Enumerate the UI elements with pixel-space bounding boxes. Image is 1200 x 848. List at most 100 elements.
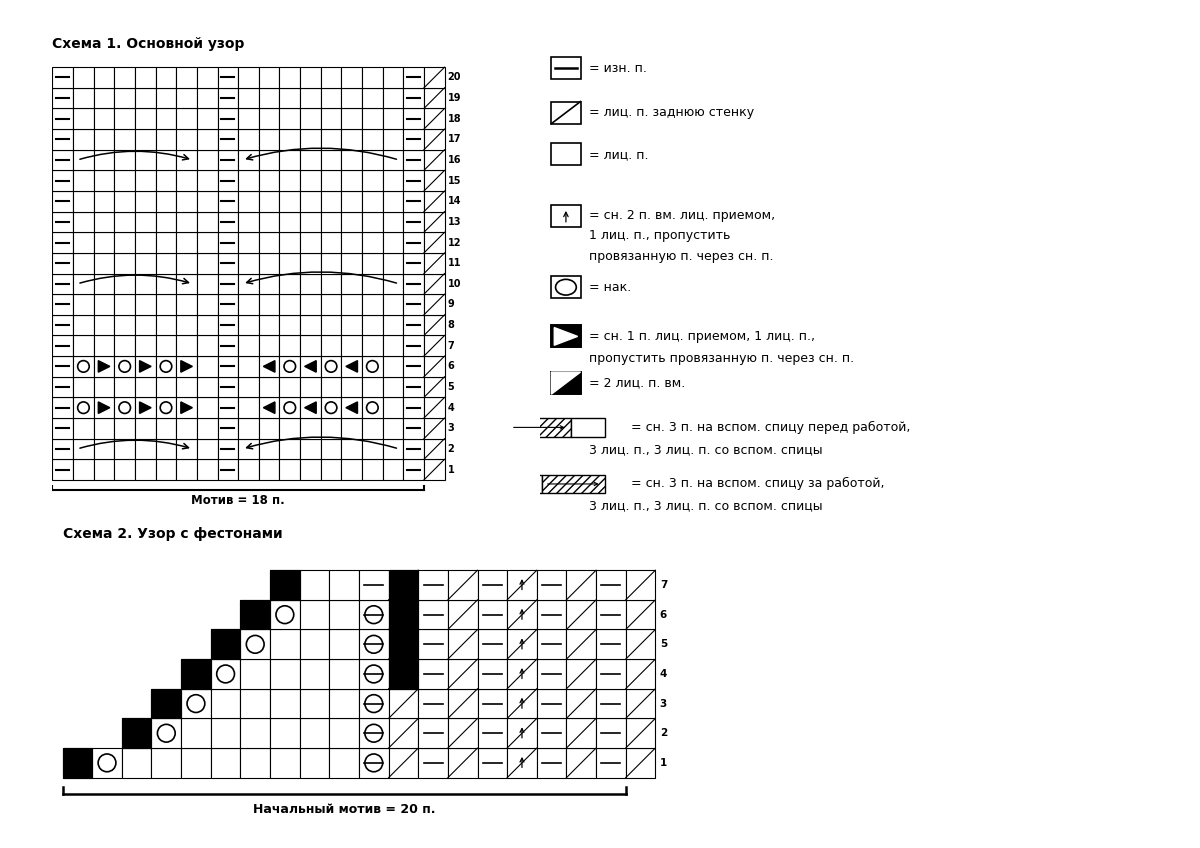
Bar (156, 212, 176, 232)
Bar (383, 129, 403, 150)
Bar (403, 315, 424, 336)
Bar (551, 326, 581, 348)
Text: 4: 4 (448, 403, 455, 413)
Bar (280, 191, 300, 212)
Bar (239, 315, 259, 336)
Bar (383, 109, 403, 129)
Bar (94, 418, 114, 438)
Bar (424, 232, 444, 253)
Bar (156, 88, 176, 109)
Bar (362, 377, 383, 398)
Bar (114, 129, 136, 150)
Text: 1 лиц. п., пропустить: 1 лиц. п., пропустить (589, 229, 730, 242)
Bar (136, 253, 156, 274)
Bar (181, 718, 211, 748)
Bar (181, 689, 211, 718)
Bar (424, 274, 444, 294)
Text: 6: 6 (448, 361, 455, 371)
Bar (389, 570, 419, 600)
Bar (320, 336, 341, 356)
Bar (320, 356, 341, 377)
Bar (329, 659, 359, 689)
Bar (156, 460, 176, 480)
Text: 3 лиц. п., 3 лиц. п. со вспом. спицы: 3 лиц. п., 3 лиц. п. со вспом. спицы (589, 499, 822, 512)
Bar (280, 398, 300, 418)
Bar (73, 274, 94, 294)
Bar (136, 460, 156, 480)
Bar (419, 748, 448, 778)
Bar (217, 294, 239, 315)
Bar (156, 356, 176, 377)
Bar (156, 109, 176, 129)
Bar (94, 274, 114, 294)
Bar (94, 212, 114, 232)
Bar (136, 315, 156, 336)
Bar (403, 336, 424, 356)
Bar (176, 336, 197, 356)
Bar (478, 718, 508, 748)
Text: 11: 11 (448, 259, 461, 268)
Bar (280, 315, 300, 336)
Bar (508, 748, 536, 778)
Bar (73, 418, 94, 438)
Bar (239, 398, 259, 418)
Bar (329, 570, 359, 600)
Text: 20: 20 (448, 72, 461, 82)
Text: 3: 3 (448, 423, 455, 433)
Bar (239, 377, 259, 398)
Bar (329, 748, 359, 778)
Bar (259, 129, 280, 150)
Polygon shape (554, 327, 577, 345)
Bar (197, 191, 217, 212)
Text: 17: 17 (448, 134, 461, 144)
Bar (300, 253, 320, 274)
Bar (389, 600, 419, 629)
Text: 19: 19 (448, 93, 461, 103)
Text: 14: 14 (448, 196, 461, 206)
Bar (259, 460, 280, 480)
Bar (156, 438, 176, 460)
Bar (383, 253, 403, 274)
Bar (320, 129, 341, 150)
Bar (270, 570, 300, 600)
Bar (240, 689, 270, 718)
Bar (73, 109, 94, 129)
Bar (217, 88, 239, 109)
Bar (156, 67, 176, 88)
Bar (362, 170, 383, 191)
Bar (136, 109, 156, 129)
Bar (383, 460, 403, 480)
Bar (239, 191, 259, 212)
Bar (596, 659, 625, 689)
Bar (383, 356, 403, 377)
Bar (211, 629, 240, 659)
Bar (362, 336, 383, 356)
Bar (320, 438, 341, 460)
Bar (566, 718, 596, 748)
Bar (448, 718, 478, 748)
Bar (270, 718, 300, 748)
Bar (114, 398, 136, 418)
Text: провязанную п. через сн. п.: провязанную п. через сн. п. (589, 249, 773, 263)
Text: = 2 лиц. п. вм.: = 2 лиц. п. вм. (589, 377, 685, 389)
Text: 5: 5 (448, 382, 455, 392)
Bar (270, 570, 300, 600)
Bar (239, 67, 259, 88)
Bar (62, 748, 92, 778)
Bar (403, 212, 424, 232)
Bar (53, 67, 73, 88)
Bar (625, 689, 655, 718)
Bar (114, 232, 136, 253)
Bar (94, 398, 114, 418)
Bar (625, 600, 655, 629)
Bar (424, 398, 444, 418)
Bar (280, 88, 300, 109)
Bar (94, 460, 114, 480)
Bar (403, 150, 424, 170)
Bar (424, 418, 444, 438)
Bar (424, 88, 444, 109)
Bar (176, 398, 197, 418)
Bar (217, 253, 239, 274)
Bar (362, 88, 383, 109)
Bar (92, 748, 122, 778)
